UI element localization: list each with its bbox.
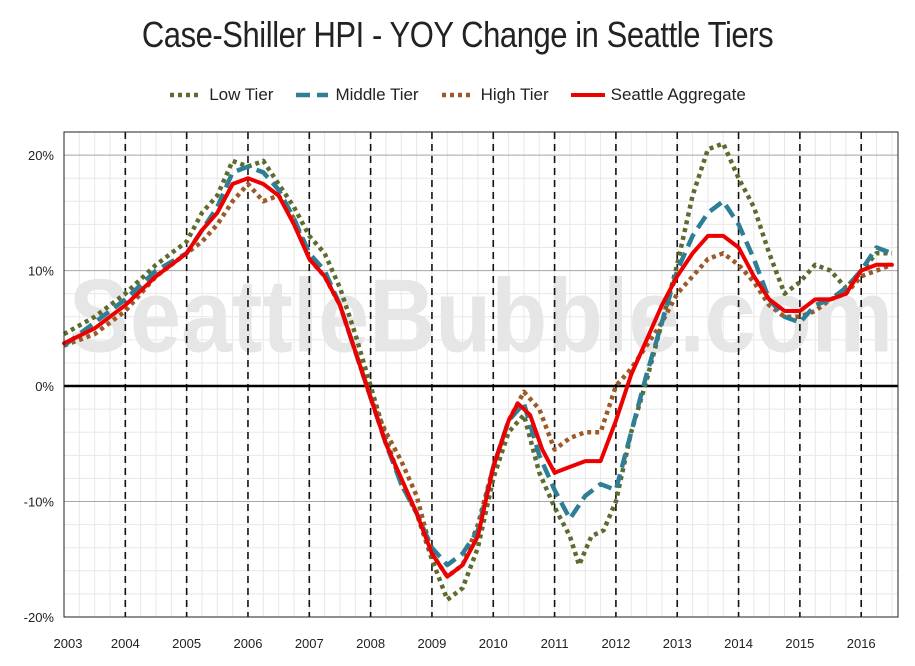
series-line-high-tier (63, 181, 893, 579)
legend-item-middle-tier: Middle Tier (295, 85, 419, 105)
y-tick-label: -10% (24, 495, 55, 510)
plot-background (64, 132, 898, 617)
legend-item-low-tier: Low Tier (169, 85, 273, 105)
x-axis-tick-labels: 2003 2004 2005 2006 2007 2008 2009 2010 2011 2012… (54, 636, 876, 651)
y-tick-label: 20% (28, 148, 54, 163)
legend-swatch-low-tier (170, 92, 203, 98)
x-tick-label: 2007 (295, 636, 324, 651)
x-tick-label: 2016 (847, 636, 876, 651)
x-tick-label: 2010 (479, 636, 508, 651)
series-line-low-tier (62, 141, 892, 602)
legend-swatch-high-tier (441, 92, 474, 98)
legend-swatch-seattle-aggregate (570, 93, 605, 97)
legend-label-seattle-aggregate: Seattle Aggregate (610, 85, 746, 104)
x-tick-label: 2009 (417, 636, 446, 651)
legend: Low Tier Middle Tier High Tier Seattle A… (0, 82, 915, 108)
legend-item-seattle-aggregate: Seattle Aggregate (570, 85, 746, 105)
x-tick-label: 2012 (601, 636, 630, 651)
legend-label-low-tier: Low Tier (209, 85, 274, 104)
x-tick-label: 2015 (785, 636, 814, 651)
series-lines (62, 141, 894, 602)
x-tick-label: 2006 (234, 636, 263, 651)
legend-label-high-tier: High Tier (480, 85, 549, 104)
plot-border (63, 131, 899, 618)
x-tick-label: 2014 (724, 636, 753, 651)
x-tick-label: 2005 (172, 636, 201, 651)
y-tick-label: 0% (35, 379, 54, 394)
legend-item-high-tier: High Tier (441, 85, 549, 105)
y-tick-label: 10% (28, 264, 54, 279)
legend-swatch-middle-tier (296, 92, 329, 98)
y-axis-tick-labels: 20% 10% 0% -10% -20% (24, 148, 55, 625)
x-tick-label: 2004 (111, 636, 140, 651)
x-tick-label: 2011 (541, 636, 569, 651)
legend-label-middle-tier: Middle Tier (335, 85, 419, 104)
x-tick-label: 2008 (356, 636, 385, 651)
year-divider-lines (124, 132, 863, 617)
series-line-middle-tier (62, 164, 893, 568)
chart-title: Case-Shiller HPI - YOY Change in Seattle… (141, 14, 774, 55)
series-line-seattle-aggregate (62, 176, 894, 579)
x-tick-label: 2013 (663, 636, 692, 651)
y-tick-label: -20% (24, 610, 55, 625)
x-tick-label: 2003 (54, 636, 83, 651)
watermark: SeattleBubble.com (69, 258, 893, 374)
